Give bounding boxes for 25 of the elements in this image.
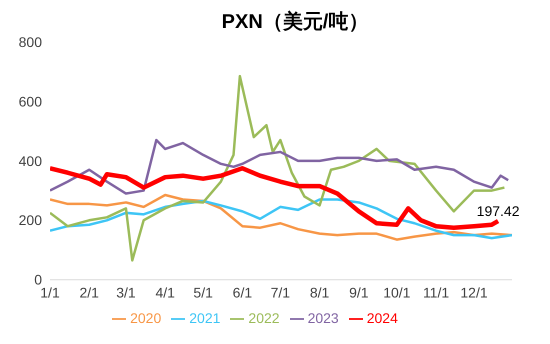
- y-tick-label: 200: [18, 212, 42, 228]
- line-series: [50, 138, 510, 195]
- x-tick-label: 6/1: [232, 284, 252, 301]
- chart-title: PXN（美元/吨）: [220, 10, 370, 33]
- x-tick-label: 10/1: [383, 284, 411, 301]
- legend-label: 2021: [189, 310, 220, 326]
- y-tick-label: 400: [18, 152, 42, 169]
- x-tick-label: 8/1: [310, 284, 330, 301]
- legend-label: 2024: [366, 310, 398, 326]
- legend-label: 2022: [248, 310, 280, 326]
- x-tick-label: 5/1: [193, 284, 214, 301]
- x-tick-label: 3/1: [116, 284, 136, 301]
- y-tick-label: 600: [18, 93, 42, 110]
- annotation: 197.42: [476, 203, 520, 220]
- x-tick-label: 4/1: [155, 284, 176, 301]
- x-tick-label: 12/1: [460, 284, 488, 301]
- x-tick-label: 9/1: [349, 284, 369, 301]
- y-tick-label: 800: [18, 34, 42, 50]
- x-tick-label: 1/1: [40, 284, 60, 301]
- y-tick-label: 0: [34, 272, 42, 288]
- x-tick-label: 2/1: [80, 284, 100, 301]
- x-tick-label: 7/1: [270, 284, 290, 301]
- legend-label: 2023: [308, 310, 339, 326]
- x-tick-label: 11/1: [422, 284, 450, 301]
- legend-label: 2020: [130, 310, 162, 326]
